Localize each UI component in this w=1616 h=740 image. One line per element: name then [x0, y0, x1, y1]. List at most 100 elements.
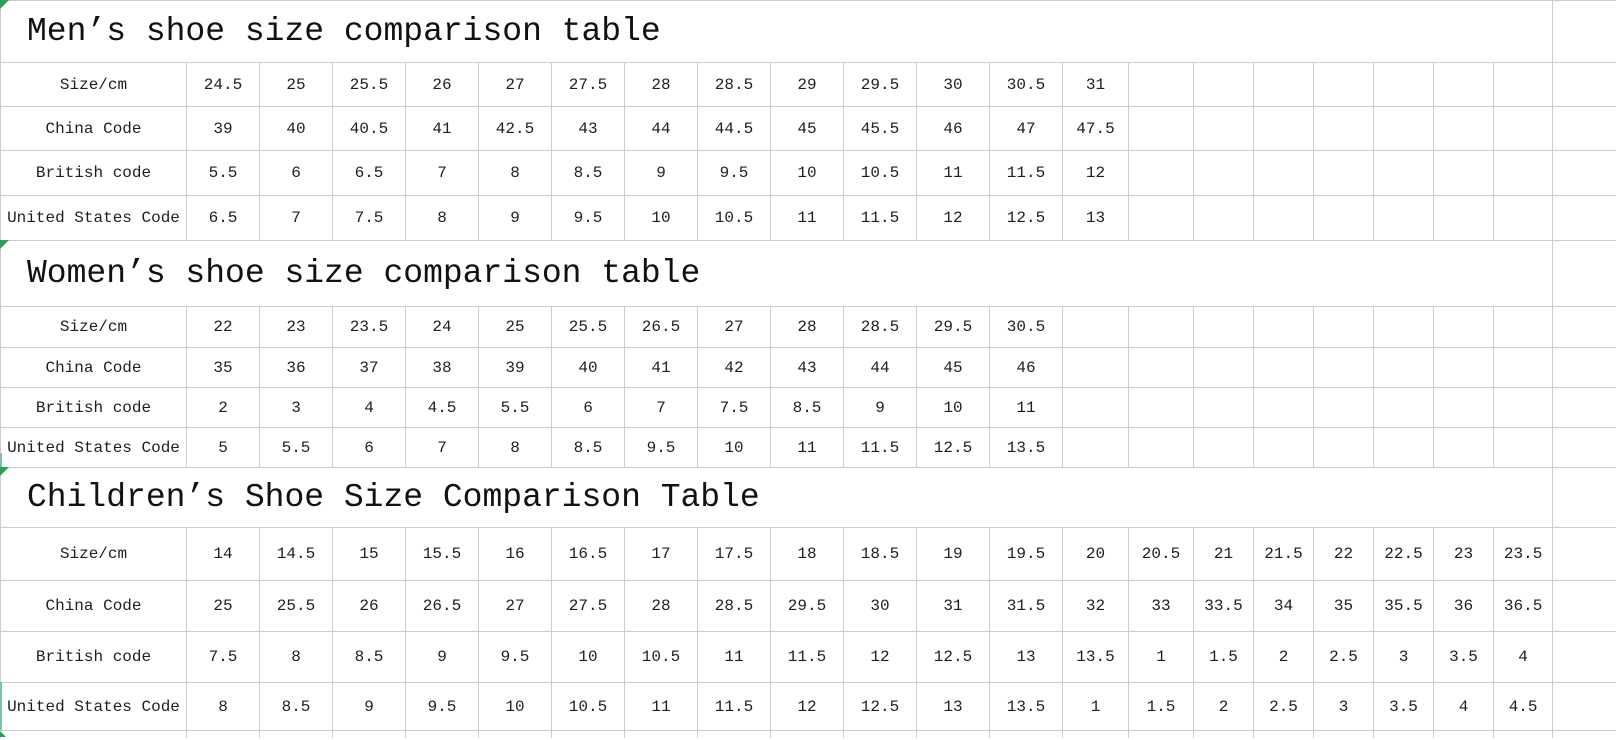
size-value-cell: 31	[1063, 63, 1129, 107]
size-value-cell: 12.5	[917, 632, 990, 683]
size-value-cell: 27	[698, 307, 771, 348]
size-value-cell: 7	[406, 428, 479, 468]
size-value-cell: 4.5	[406, 388, 479, 428]
size-value-cell: 25	[187, 581, 260, 632]
empty-cell	[406, 731, 479, 738]
empty-cell	[1129, 307, 1194, 348]
size-value-cell: 10	[479, 683, 552, 731]
empty-cell	[1553, 731, 1616, 738]
empty-cell	[1553, 683, 1616, 731]
size-value-cell: 35.5	[1374, 581, 1434, 632]
size-value-cell: 47	[990, 107, 1063, 151]
womens-table-title: Women’s shoe size comparison table	[1, 241, 1553, 307]
size-value-cell: 3	[1374, 632, 1434, 683]
empty-cell	[1374, 428, 1434, 468]
empty-cell	[1254, 731, 1314, 738]
empty-cell	[1194, 348, 1254, 388]
size-value-cell: 32	[1063, 581, 1129, 632]
size-value-cell: 17	[625, 528, 698, 581]
size-value-cell: 21	[1194, 528, 1254, 581]
empty-cell	[1254, 151, 1314, 196]
empty-cell	[1194, 307, 1254, 348]
size-value-cell: 10	[552, 632, 625, 683]
empty-cell	[1434, 63, 1494, 107]
size-value-cell: 9.5	[552, 196, 625, 241]
size-value-cell: 11	[625, 683, 698, 731]
empty-cell	[1314, 107, 1374, 151]
size-value-cell: 30.5	[990, 307, 1063, 348]
empty-cell	[1553, 307, 1616, 348]
empty-cell	[1194, 63, 1254, 107]
empty-cell	[698, 731, 771, 738]
empty-cell	[1254, 63, 1314, 107]
empty-cell	[917, 731, 990, 738]
empty-cell	[1314, 388, 1374, 428]
empty-cell	[1063, 307, 1129, 348]
empty-cell	[1254, 196, 1314, 241]
size-value-cell: 14	[187, 528, 260, 581]
size-value-cell: 44	[625, 107, 698, 151]
size-value-cell: 34	[1254, 581, 1314, 632]
size-value-cell: 6.5	[333, 151, 406, 196]
size-value-cell: 8.5	[552, 151, 625, 196]
empty-cell	[1, 731, 187, 738]
size-value-cell: 39	[479, 348, 552, 388]
size-value-cell: 1.5	[1129, 683, 1194, 731]
size-value-cell: 13	[917, 683, 990, 731]
childrens-table-title: Children’s Shoe Size Comparison Table	[1, 468, 1553, 528]
size-value-cell: 18.5	[844, 528, 917, 581]
empty-cell	[1494, 388, 1553, 428]
size-value-cell: 22	[187, 307, 260, 348]
size-value-cell: 27	[479, 63, 552, 107]
size-value-cell: 13	[1063, 196, 1129, 241]
size-value-cell: 27	[479, 581, 552, 632]
row-label: Size/cm	[1, 528, 187, 581]
size-value-cell: 11	[698, 632, 771, 683]
size-value-cell: 8.5	[333, 632, 406, 683]
size-value-cell: 37	[333, 348, 406, 388]
size-value-cell: 18	[771, 528, 844, 581]
size-value-cell: 8	[479, 151, 552, 196]
size-value-cell: 2.5	[1254, 683, 1314, 731]
size-value-cell: 11.5	[844, 196, 917, 241]
size-value-cell: 33.5	[1194, 581, 1254, 632]
empty-cell	[1194, 151, 1254, 196]
size-value-cell: 9.5	[406, 683, 479, 731]
size-value-cell: 10.5	[625, 632, 698, 683]
empty-cell	[1063, 731, 1129, 738]
size-value-cell: 26.5	[625, 307, 698, 348]
size-value-cell: 25	[260, 63, 333, 107]
size-value-cell: 22	[1314, 528, 1374, 581]
empty-cell	[625, 731, 698, 738]
empty-cell	[1314, 731, 1374, 738]
size-value-cell: 11.5	[844, 428, 917, 468]
empty-cell	[844, 731, 917, 738]
size-value-cell: 16.5	[552, 528, 625, 581]
empty-cell	[1374, 63, 1434, 107]
size-value-cell: 30.5	[990, 63, 1063, 107]
size-value-cell: 12.5	[917, 428, 990, 468]
size-value-cell: 6.5	[187, 196, 260, 241]
childrens-title-row: Children’s Shoe Size Comparison Table	[1, 468, 1616, 528]
size-value-cell: 2	[187, 388, 260, 428]
size-value-cell: 13.5	[1063, 632, 1129, 683]
row-label: China Code	[1, 348, 187, 388]
empty-cell	[1254, 307, 1314, 348]
empty-cell	[1553, 348, 1616, 388]
size-value-cell: 13	[990, 632, 1063, 683]
empty-cell	[1314, 151, 1374, 196]
size-value-cell: 44.5	[698, 107, 771, 151]
empty-cell	[1553, 241, 1616, 307]
empty-cell	[1314, 196, 1374, 241]
empty-cell	[1254, 107, 1314, 151]
size-value-cell: 9	[625, 151, 698, 196]
size-value-cell: 3	[260, 388, 333, 428]
empty-cell	[1374, 151, 1434, 196]
size-value-cell: 13.5	[990, 428, 1063, 468]
empty-cell	[1434, 107, 1494, 151]
size-value-cell: 11	[917, 151, 990, 196]
empty-cell	[1434, 307, 1494, 348]
